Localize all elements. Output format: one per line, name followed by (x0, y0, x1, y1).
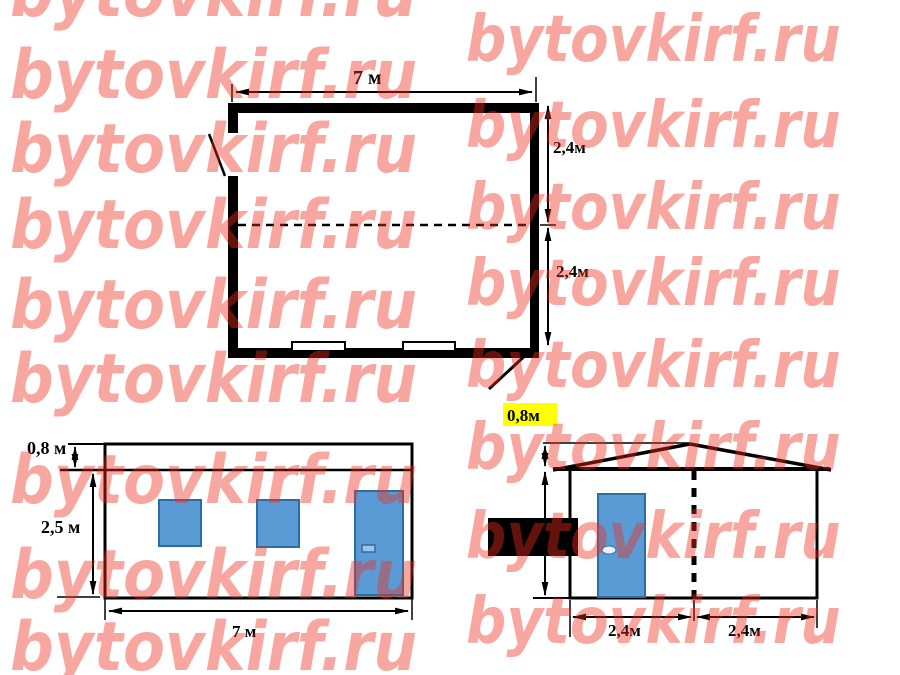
plan-top-wall (228, 103, 539, 113)
end-bay-left-label: 2,4м (608, 621, 641, 640)
side-window (158, 499, 202, 547)
floor-plan: 7 м 2,4м 2,4м (207, 67, 589, 391)
door-handle (361, 544, 376, 553)
door-handle (601, 545, 617, 555)
plan-window-swing-line (207, 133, 227, 177)
plan-bottom-wall (228, 348, 539, 358)
side-elevation: 0,8 м 2,5 м 7 м (27, 438, 414, 641)
end-bay-right-label: 2,4м (728, 621, 761, 640)
side-window (256, 499, 300, 548)
highlight-background (503, 403, 557, 426)
plan-width-dimension-label: 7 м (353, 67, 382, 89)
plan-right-wall (530, 103, 539, 351)
roof-slope-left (552, 442, 691, 472)
end-door (597, 493, 646, 598)
plan-window-symbol (402, 341, 456, 352)
roof-slope-right (689, 442, 832, 472)
side-length-label: 7 м (232, 622, 257, 641)
plan-left-wall-upper (228, 103, 238, 133)
side-wall-height-label: 2,5 м (41, 517, 80, 537)
side-roof-height-label: 0,8 м (27, 438, 66, 458)
end-roof-height-label: 0,8м (507, 406, 540, 425)
side-door (354, 490, 404, 596)
plan-window-symbol (291, 341, 346, 352)
plan-door-swing-line (487, 350, 531, 391)
plan-bay-upper-dimension-label: 2,4м (553, 138, 586, 157)
end-elevation: 0,8м 2,4м 2,4м (488, 403, 832, 640)
blackout-box (488, 518, 578, 556)
plan-left-wall-lower (228, 176, 238, 358)
plan-bay-lower-dimension-label: 2,4м (556, 262, 589, 281)
